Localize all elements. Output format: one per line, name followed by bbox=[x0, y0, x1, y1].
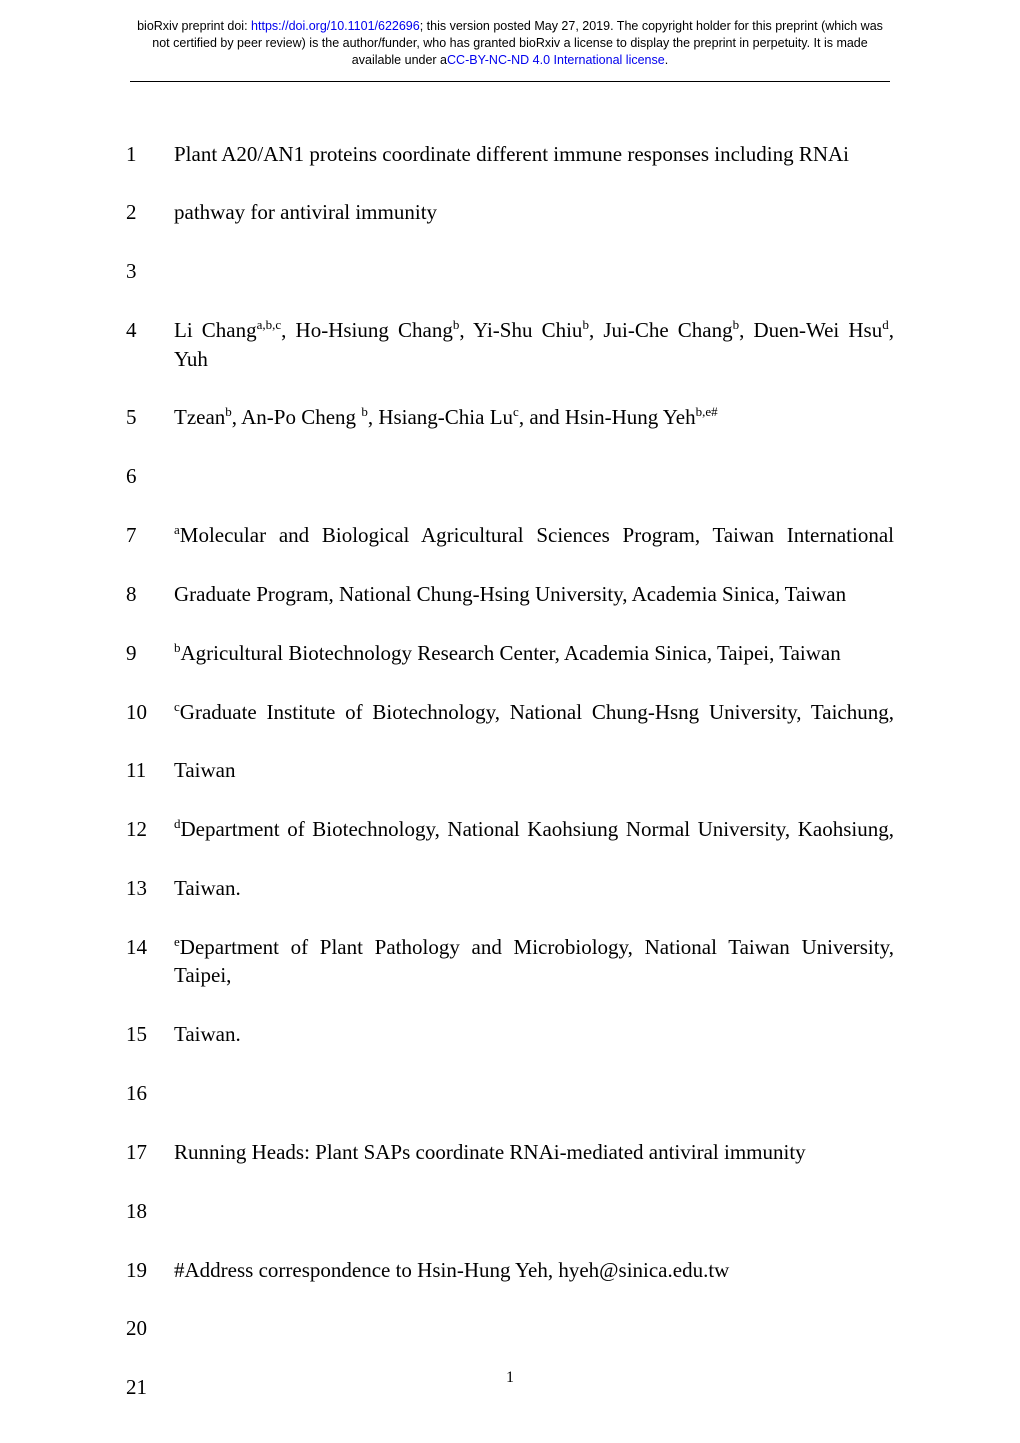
manuscript-line: 6 bbox=[126, 462, 894, 490]
line-number: 12 bbox=[126, 817, 174, 842]
line-text: bAgricultural Biotechnology Research Cen… bbox=[174, 639, 894, 667]
line-number: 10 bbox=[126, 700, 174, 725]
line-number: 2 bbox=[126, 200, 174, 225]
header-text-pre: bioRxiv preprint doi: bbox=[137, 19, 251, 33]
line-number: 13 bbox=[126, 876, 174, 901]
line-text: dDepartment of Biotechnology, National K… bbox=[174, 815, 894, 843]
line-text: aMolecular and Biological Agricultural S… bbox=[174, 521, 894, 549]
line-text bbox=[174, 1079, 894, 1107]
preprint-header: bioRxiv preprint doi: https://doi.org/10… bbox=[0, 0, 1020, 77]
line-text bbox=[174, 462, 894, 490]
line-number: 19 bbox=[126, 1258, 174, 1283]
line-text bbox=[174, 257, 894, 285]
line-number: 7 bbox=[126, 523, 174, 548]
header-line3-post: . bbox=[665, 53, 668, 67]
line-text: eDepartment of Plant Pathology and Micro… bbox=[174, 933, 894, 990]
manuscript-body: 1Plant A20/AN1 proteins coordinate diffe… bbox=[0, 82, 1020, 1402]
manuscript-line: 15Taiwan. bbox=[126, 1020, 894, 1048]
line-number: 20 bbox=[126, 1316, 174, 1341]
manuscript-line: 3 bbox=[126, 257, 894, 285]
line-number: 14 bbox=[126, 935, 174, 960]
manuscript-line: 16 bbox=[126, 1079, 894, 1107]
line-number: 18 bbox=[126, 1199, 174, 1224]
manuscript-line: 11Taiwan bbox=[126, 756, 894, 784]
line-text: #Address correspondence to Hsin-Hung Yeh… bbox=[174, 1256, 894, 1284]
manuscript-line: 20 bbox=[126, 1314, 894, 1342]
manuscript-line: 1Plant A20/AN1 proteins coordinate diffe… bbox=[126, 140, 894, 168]
manuscript-line: 18 bbox=[126, 1197, 894, 1225]
line-number: 16 bbox=[126, 1081, 174, 1106]
manuscript-line: 5Tzeanb, An-Po Cheng b, Hsiang-Chia Luc,… bbox=[126, 403, 894, 431]
line-text: Tzeanb, An-Po Cheng b, Hsiang-Chia Luc, … bbox=[174, 403, 894, 431]
line-text: pathway for antiviral immunity bbox=[174, 198, 894, 226]
line-text: Taiwan. bbox=[174, 874, 894, 902]
line-number: 9 bbox=[126, 641, 174, 666]
page-number: 1 bbox=[0, 1369, 1020, 1387]
line-text: cGraduate Institute of Biotechnology, Na… bbox=[174, 698, 894, 726]
manuscript-line: 14eDepartment of Plant Pathology and Mic… bbox=[126, 933, 894, 990]
line-text: Taiwan. bbox=[174, 1020, 894, 1048]
line-text: Taiwan bbox=[174, 756, 894, 784]
line-text: Li Changa,b,c, Ho-Hsiung Changb, Yi-Shu … bbox=[174, 316, 894, 373]
line-text: Graduate Program, National Chung-Hsing U… bbox=[174, 580, 894, 608]
line-text bbox=[174, 1314, 894, 1342]
line-number: 11 bbox=[126, 758, 174, 783]
manuscript-line: 10cGraduate Institute of Biotechnology, … bbox=[126, 698, 894, 726]
manuscript-line: 12dDepartment of Biotechnology, National… bbox=[126, 815, 894, 843]
line-number: 15 bbox=[126, 1022, 174, 1047]
manuscript-line: 9bAgricultural Biotechnology Research Ce… bbox=[126, 639, 894, 667]
line-number: 8 bbox=[126, 582, 174, 607]
line-number: 5 bbox=[126, 405, 174, 430]
manuscript-line: 17Running Heads: Plant SAPs coordinate R… bbox=[126, 1138, 894, 1166]
line-number: 17 bbox=[126, 1140, 174, 1165]
line-number: 1 bbox=[126, 142, 174, 167]
header-line3-pre: available under a bbox=[352, 53, 447, 67]
license-link[interactable]: CC-BY-NC-ND 4.0 International license bbox=[447, 53, 665, 67]
line-text: Running Heads: Plant SAPs coordinate RNA… bbox=[174, 1138, 894, 1166]
line-number: 3 bbox=[126, 259, 174, 284]
manuscript-line: 7aMolecular and Biological Agricultural … bbox=[126, 521, 894, 549]
manuscript-line: 2pathway for antiviral immunity bbox=[126, 198, 894, 226]
line-number: 6 bbox=[126, 464, 174, 489]
line-text bbox=[174, 1197, 894, 1225]
line-number: 4 bbox=[126, 318, 174, 343]
manuscript-line: 4Li Changa,b,c, Ho-Hsiung Changb, Yi-Shu… bbox=[126, 316, 894, 373]
manuscript-line: 13Taiwan. bbox=[126, 874, 894, 902]
header-text-post1: ; this version posted May 27, 2019. The … bbox=[420, 19, 883, 33]
header-line2: not certified by peer review) is the aut… bbox=[152, 36, 867, 50]
manuscript-line: 19#Address correspondence to Hsin-Hung Y… bbox=[126, 1256, 894, 1284]
doi-link[interactable]: https://doi.org/10.1101/622696 bbox=[251, 19, 420, 33]
manuscript-line: 8Graduate Program, National Chung-Hsing … bbox=[126, 580, 894, 608]
line-text: Plant A20/AN1 proteins coordinate differ… bbox=[174, 140, 894, 168]
